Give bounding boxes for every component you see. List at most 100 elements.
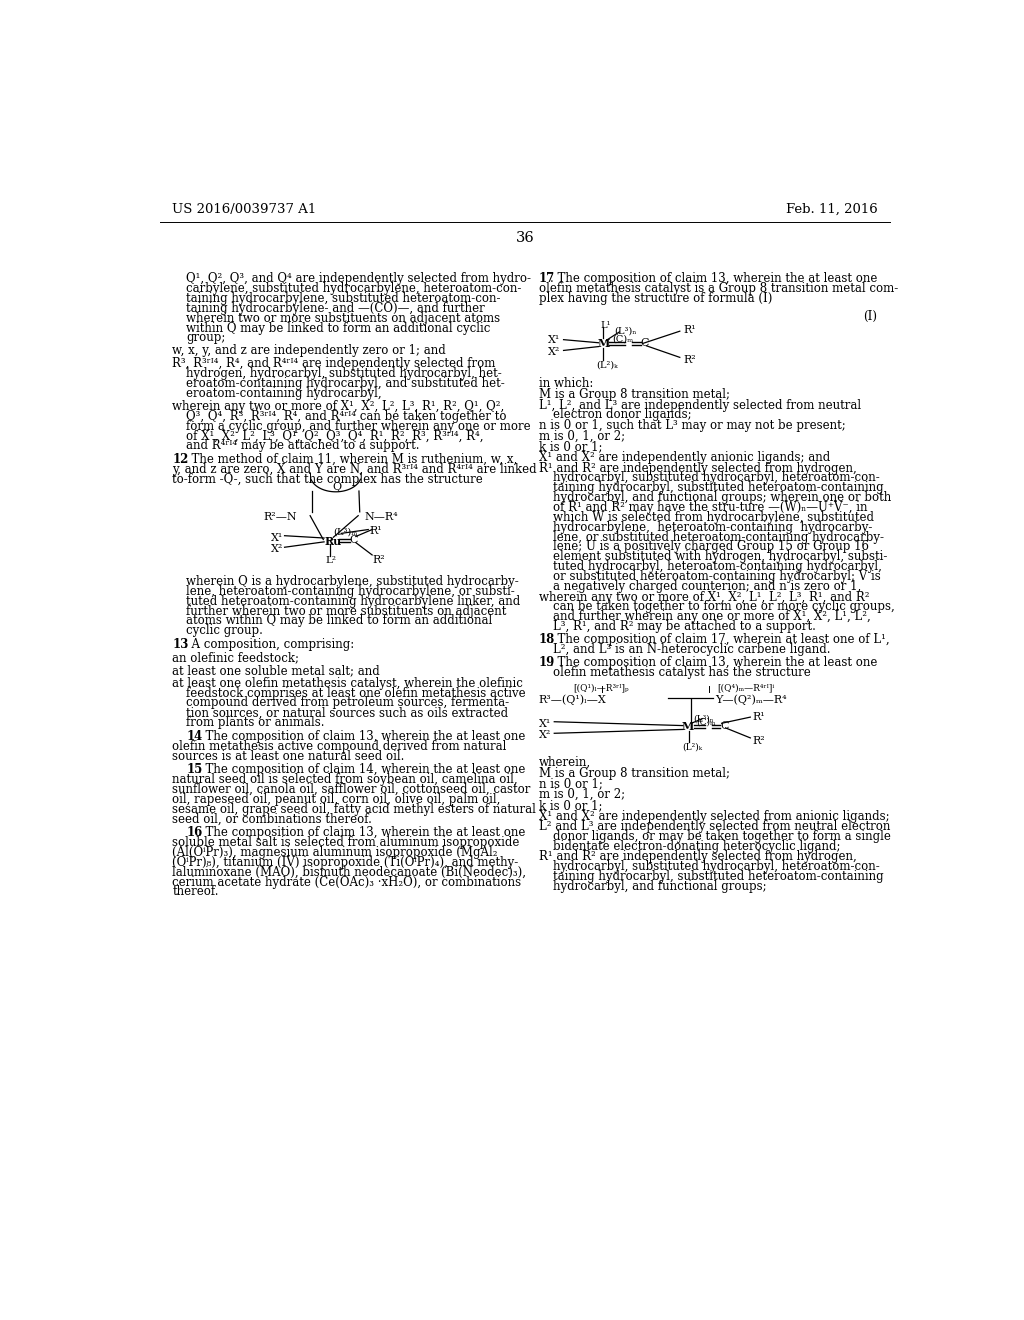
- Text: (L²)ₖ: (L²)ₖ: [596, 360, 617, 370]
- Text: 17: 17: [539, 272, 555, 285]
- Text: . The composition of claim 13, wherein the at least one: . The composition of claim 13, wherein t…: [198, 730, 525, 743]
- Text: (I): (I): [863, 310, 878, 322]
- Text: R²: R²: [373, 554, 386, 565]
- Text: X¹ and X² are independently anionic ligands; and: X¹ and X² are independently anionic liga…: [539, 451, 830, 465]
- Text: a negatively charged counterion; and n is zero or 1,: a negatively charged counterion; and n i…: [553, 579, 861, 593]
- Text: and further wherein any one or more of X¹, X², L¹, L²,: and further wherein any one or more of X…: [553, 610, 870, 623]
- Text: R¹: R¹: [684, 325, 696, 335]
- Text: hydrocarbyl, substituted hydrocarbyl, heteroatom-con-: hydrocarbyl, substituted hydrocarbyl, he…: [553, 861, 880, 874]
- Text: R²: R²: [753, 735, 765, 746]
- Text: seed oil, or combinations thereof.: seed oil, or combinations thereof.: [172, 813, 372, 825]
- Text: at least one soluble metal salt; and: at least one soluble metal salt; and: [172, 664, 380, 677]
- Text: (Al(OⁱPr)₃), magnesium aluminum isopropoxide (MgAl₂: (Al(OⁱPr)₃), magnesium aluminum isopropo…: [172, 846, 498, 859]
- Text: carbylene, substituted hydrocarbylene, heteroatom-con-: carbylene, substituted hydrocarbylene, h…: [186, 282, 521, 296]
- Text: hydrocarbyl, and functional groups; wherein one or both: hydrocarbyl, and functional groups; wher…: [553, 491, 891, 504]
- Text: further wherein two or more substituents on adjacent: further wherein two or more substituents…: [186, 605, 507, 618]
- Text: oil, rapeseed oil, peanut oil, corn oil, olive oil, palm oil,: oil, rapeseed oil, peanut oil, corn oil,…: [172, 793, 501, 807]
- Text: C: C: [720, 721, 729, 731]
- Text: taining hydrocarbyl, substituted heteroatom-containing: taining hydrocarbyl, substituted heteroa…: [553, 482, 884, 494]
- Text: R¹: R¹: [753, 713, 765, 722]
- Text: n is 0 or 1;: n is 0 or 1;: [539, 777, 603, 791]
- Text: Ru: Ru: [324, 536, 341, 546]
- Text: cerium acetate hydrate (Ce(OAc)₃ ·xH₂O), or combinations: cerium acetate hydrate (Ce(OAc)₃ ·xH₂O),…: [172, 875, 521, 888]
- Text: taining hydrocarbylene- and —(CO)—, and further: taining hydrocarbylene- and —(CO)—, and …: [186, 302, 485, 315]
- Text: an olefinic feedstock;: an olefinic feedstock;: [172, 651, 299, 664]
- Text: compound derived from petroleum sources, fermenta-: compound derived from petroleum sources,…: [186, 697, 509, 709]
- Text: L¹, L², and L³ are independently selected from neutral: L¹, L², and L³ are independently selecte…: [539, 399, 861, 412]
- Text: eroatom-containing hydrocarbyl, and substituted het-: eroatom-containing hydrocarbyl, and subs…: [186, 378, 505, 391]
- Text: (OⁱPr)₈), titanium (IV) isopropoxide (Ti(OⁱPr)₄), and methy-: (OⁱPr)₈), titanium (IV) isopropoxide (Ti…: [172, 855, 518, 869]
- Text: atoms within Q may be linked to form an additional: atoms within Q may be linked to form an …: [186, 614, 493, 627]
- Text: w, x, y, and z are independently zero or 1; and: w, x, y, and z are independently zero or…: [172, 345, 445, 358]
- Text: from plants or animals.: from plants or animals.: [186, 717, 325, 729]
- Text: L²: L²: [326, 557, 337, 565]
- Text: R³, R³ʳᴵ⁴, R⁴, and R⁴ʳᴵ⁴ are independently selected from: R³, R³ʳᴵ⁴, R⁴, and R⁴ʳᴵ⁴ are independent…: [172, 358, 496, 371]
- Text: hydrocarbylene,  heteroatom-containing  hydrocarby-: hydrocarbylene, heteroatom-containing hy…: [553, 521, 872, 533]
- Text: . A composition, comprising:: . A composition, comprising:: [183, 638, 354, 651]
- Text: n is 0 or 1, such that L³ may or may not be present;: n is 0 or 1, such that L³ may or may not…: [539, 420, 846, 432]
- Text: (L²)ₖ: (L²)ₖ: [682, 743, 702, 751]
- Text: (C)ₘ: (C)ₘ: [696, 717, 716, 726]
- Text: form a cyclic group, and further wherein any one or more: form a cyclic group, and further wherein…: [186, 420, 530, 433]
- Text: hydrocarbyl, and functional groups;: hydrocarbyl, and functional groups;: [553, 880, 766, 894]
- Text: lene, or substituted heteroatom-containing hydrocarby-: lene, or substituted heteroatom-containi…: [553, 531, 884, 544]
- Text: k is 0 or 1;: k is 0 or 1;: [539, 799, 602, 812]
- Text: L¹: L¹: [600, 321, 610, 330]
- Text: 18: 18: [539, 634, 555, 645]
- Text: . The composition of claim 14, wherein the at least one: . The composition of claim 14, wherein t…: [198, 763, 525, 776]
- Text: R²: R²: [684, 355, 696, 366]
- Text: eroatom-containing hydrocarbyl,: eroatom-containing hydrocarbyl,: [186, 387, 382, 400]
- Text: X²: X²: [271, 544, 284, 554]
- Text: . The method of claim 11, wherein M is ruthenium, w, x,: . The method of claim 11, wherein M is r…: [183, 453, 517, 466]
- Text: m is 0, 1, or 2;: m is 0, 1, or 2;: [539, 788, 625, 801]
- Text: and R⁴ʳᴵ⁴ may be attached to a support.: and R⁴ʳᴵ⁴ may be attached to a support.: [186, 440, 420, 453]
- Text: . The composition of claim 13, wherein the at least one: . The composition of claim 13, wherein t…: [550, 656, 878, 669]
- Text: 12: 12: [172, 453, 188, 466]
- Text: L² and L³ are independently selected from neutral electron: L² and L³ are independently selected fro…: [539, 820, 890, 833]
- Text: m is 0, 1, or 2;: m is 0, 1, or 2;: [539, 430, 625, 442]
- Text: R³—(Q¹)ₗ—X: R³—(Q¹)ₗ—X: [539, 694, 606, 705]
- Text: can be taken together to form one or more cyclic groups,: can be taken together to form one or mor…: [553, 601, 894, 614]
- Text: R¹ and R² are independently selected from hydrogen,: R¹ and R² are independently selected fro…: [539, 850, 856, 863]
- Text: . The composition of claim 17, wherein at least one of L¹,: . The composition of claim 17, wherein a…: [550, 634, 890, 645]
- Text: Q³, Q⁴, R³, R³ʳᴵ⁴, R⁴, and R⁴ʳᴵ⁴ can be taken together to: Q³, Q⁴, R³, R³ʳᴵ⁴, R⁴, and R⁴ʳᴵ⁴ can be …: [186, 409, 507, 422]
- Text: 16: 16: [186, 826, 203, 840]
- Text: group;: group;: [186, 331, 225, 345]
- Text: X¹: X¹: [548, 335, 560, 345]
- Text: of R¹ and R² may have the stru-ture —(W)ₙ—U⁺V⁻, in: of R¹ and R² may have the stru-ture —(W)…: [553, 502, 867, 513]
- Text: hydrogen, hydrocarbyl, substituted hydrocarbyl, het-: hydrogen, hydrocarbyl, substituted hydro…: [186, 367, 502, 380]
- Text: R¹: R¹: [370, 525, 382, 536]
- Text: which W is selected from hydrocarbylene, substituted: which W is selected from hydrocarbylene,…: [553, 511, 873, 524]
- Text: 19: 19: [539, 656, 555, 669]
- Text: cyclic group.: cyclic group.: [186, 624, 263, 638]
- Text: within Q may be linked to form an additional cyclic: within Q may be linked to form an additi…: [186, 322, 490, 335]
- Text: M is a Group 8 transition metal;: M is a Group 8 transition metal;: [539, 388, 730, 401]
- Text: Feb. 11, 2016: Feb. 11, 2016: [785, 203, 878, 216]
- Text: feedstock comprises at least one olefin metathesis active: feedstock comprises at least one olefin …: [186, 686, 525, 700]
- Text: X¹: X¹: [271, 533, 284, 543]
- Text: lene; U is a positively charged Group 15 or Group 16: lene; U is a positively charged Group 15…: [553, 540, 868, 553]
- Text: lene, heteroatom-containing hydrocarbylene, or substi-: lene, heteroatom-containing hydrocarbyle…: [186, 585, 515, 598]
- Text: hydrocarbyl, substituted hydrocarbyl, heteroatom-con-: hydrocarbyl, substituted hydrocarbyl, he…: [553, 471, 880, 484]
- Text: of X¹, X², L², L³, Q¹, Q², Q³, Q⁴, R¹, R², R³, R³ʳᴵ⁴, R⁴,: of X¹, X², L², L³, Q¹, Q², Q³, Q⁴, R¹, R…: [186, 429, 483, 442]
- Text: tuted heteroatom-containing hydrocarbylene linker, and: tuted heteroatom-containing hydrocarbyle…: [186, 595, 520, 607]
- Text: or substituted heteroatom-containing hydrocarbyl; V is: or substituted heteroatom-containing hyd…: [553, 570, 881, 583]
- Text: tion sources, or natural sources such as oils extracted: tion sources, or natural sources such as…: [186, 706, 508, 719]
- Text: natural seed oil is selected from soybean oil, camelina oil,: natural seed oil is selected from soybea…: [172, 774, 518, 787]
- Text: wherein any two or more of X¹, X², L², L³, R¹, R², Q¹, Q²,: wherein any two or more of X¹, X², L², L…: [172, 400, 505, 413]
- Text: X¹ and X² are independently selected from anionic ligands;: X¹ and X² are independently selected fro…: [539, 809, 890, 822]
- Text: M: M: [598, 338, 610, 348]
- Text: plex having the structure of formula (I): plex having the structure of formula (I): [539, 292, 772, 305]
- Text: at least one olefin metathesis catalyst, wherein the olefinic: at least one olefin metathesis catalyst,…: [172, 677, 523, 690]
- Text: k is 0 or 1;: k is 0 or 1;: [539, 441, 602, 453]
- Text: sesame oil, grape seed oil, fatty acid methyl esters of natural: sesame oil, grape seed oil, fatty acid m…: [172, 803, 536, 816]
- Text: (L³)ₘ: (L³)ₘ: [334, 527, 357, 536]
- Text: L², and L³ is an N-heterocyclic carbene ligand.: L², and L³ is an N-heterocyclic carbene …: [553, 643, 830, 656]
- Text: thereof.: thereof.: [172, 886, 219, 899]
- Text: y, and z are zero, X and Y are N, and R³ʳᴵ⁴ and R⁴ʳᴵ⁴ are linked: y, and z are zero, X and Y are N, and R³…: [172, 463, 537, 475]
- Text: . The composition of claim 13, wherein the at least one: . The composition of claim 13, wherein t…: [198, 826, 525, 840]
- Text: wherein two or more substituents on adjacent atoms: wherein two or more substituents on adja…: [186, 312, 501, 325]
- Text: X¹: X¹: [539, 718, 551, 729]
- Text: [(Q⁴)ₘ—R⁴ʳᴵ]ⁱ: [(Q⁴)ₘ—R⁴ʳᴵ]ⁱ: [717, 684, 774, 692]
- Text: X²: X²: [539, 730, 551, 741]
